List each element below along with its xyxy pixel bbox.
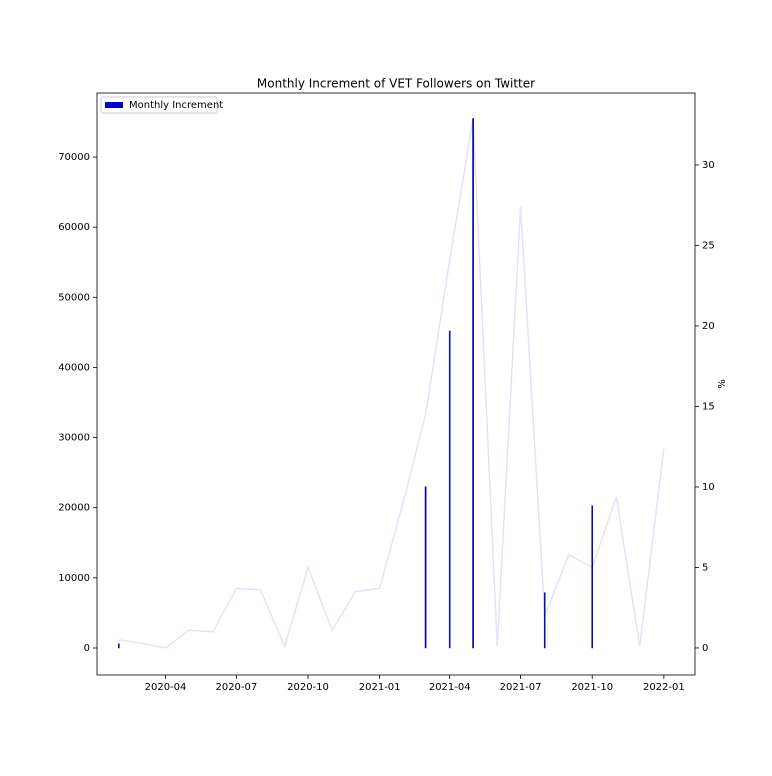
line — [118, 118, 665, 649]
y-tick-label: 0 — [84, 643, 90, 654]
legend-box — [100, 96, 218, 114]
bar — [591, 505, 594, 649]
y2-tick-label: 15 — [702, 401, 715, 412]
legend-label: Monthly Increment — [129, 100, 223, 111]
legend-swatch — [105, 102, 123, 108]
x-tick-label: 2021-07 — [500, 682, 542, 693]
x-tick-label: 2021-04 — [429, 682, 471, 693]
y2-tick-label: 30 — [702, 160, 715, 171]
x-tick-label: 2020-07 — [215, 682, 257, 693]
x-tick-label: 2020-04 — [145, 682, 187, 693]
bar — [118, 643, 120, 649]
chart-title: Monthly Increment of VET Followers on Tw… — [257, 77, 535, 91]
x-tick-label: 2021-01 — [359, 682, 401, 693]
bar — [424, 486, 427, 649]
x-tick-label: 2021-10 — [571, 682, 613, 693]
y-tick-label: 20000 — [58, 503, 90, 514]
y-tick-label: 50000 — [58, 292, 90, 303]
y-tick-label: 40000 — [58, 362, 90, 373]
y-tick-label: 10000 — [58, 573, 90, 584]
y2-tick-label: 25 — [702, 240, 715, 251]
y2-tick-label: 5 — [702, 562, 708, 573]
y2-tick-label: 20 — [702, 321, 715, 332]
bar — [543, 592, 546, 649]
x-tick-label: 2022-01 — [643, 682, 685, 693]
y2-axis-label: % — [717, 379, 728, 389]
bar — [472, 118, 474, 649]
y-tick-label: 60000 — [58, 222, 90, 233]
plot-frame — [96, 92, 696, 676]
x-tick-label: 2020-10 — [287, 682, 329, 693]
y2-tick-label: 10 — [702, 482, 715, 493]
bar — [448, 330, 451, 649]
y2-tick-label: 0 — [702, 643, 708, 654]
y-tick-label: 30000 — [58, 433, 90, 444]
y-tick-label: 70000 — [58, 152, 90, 163]
